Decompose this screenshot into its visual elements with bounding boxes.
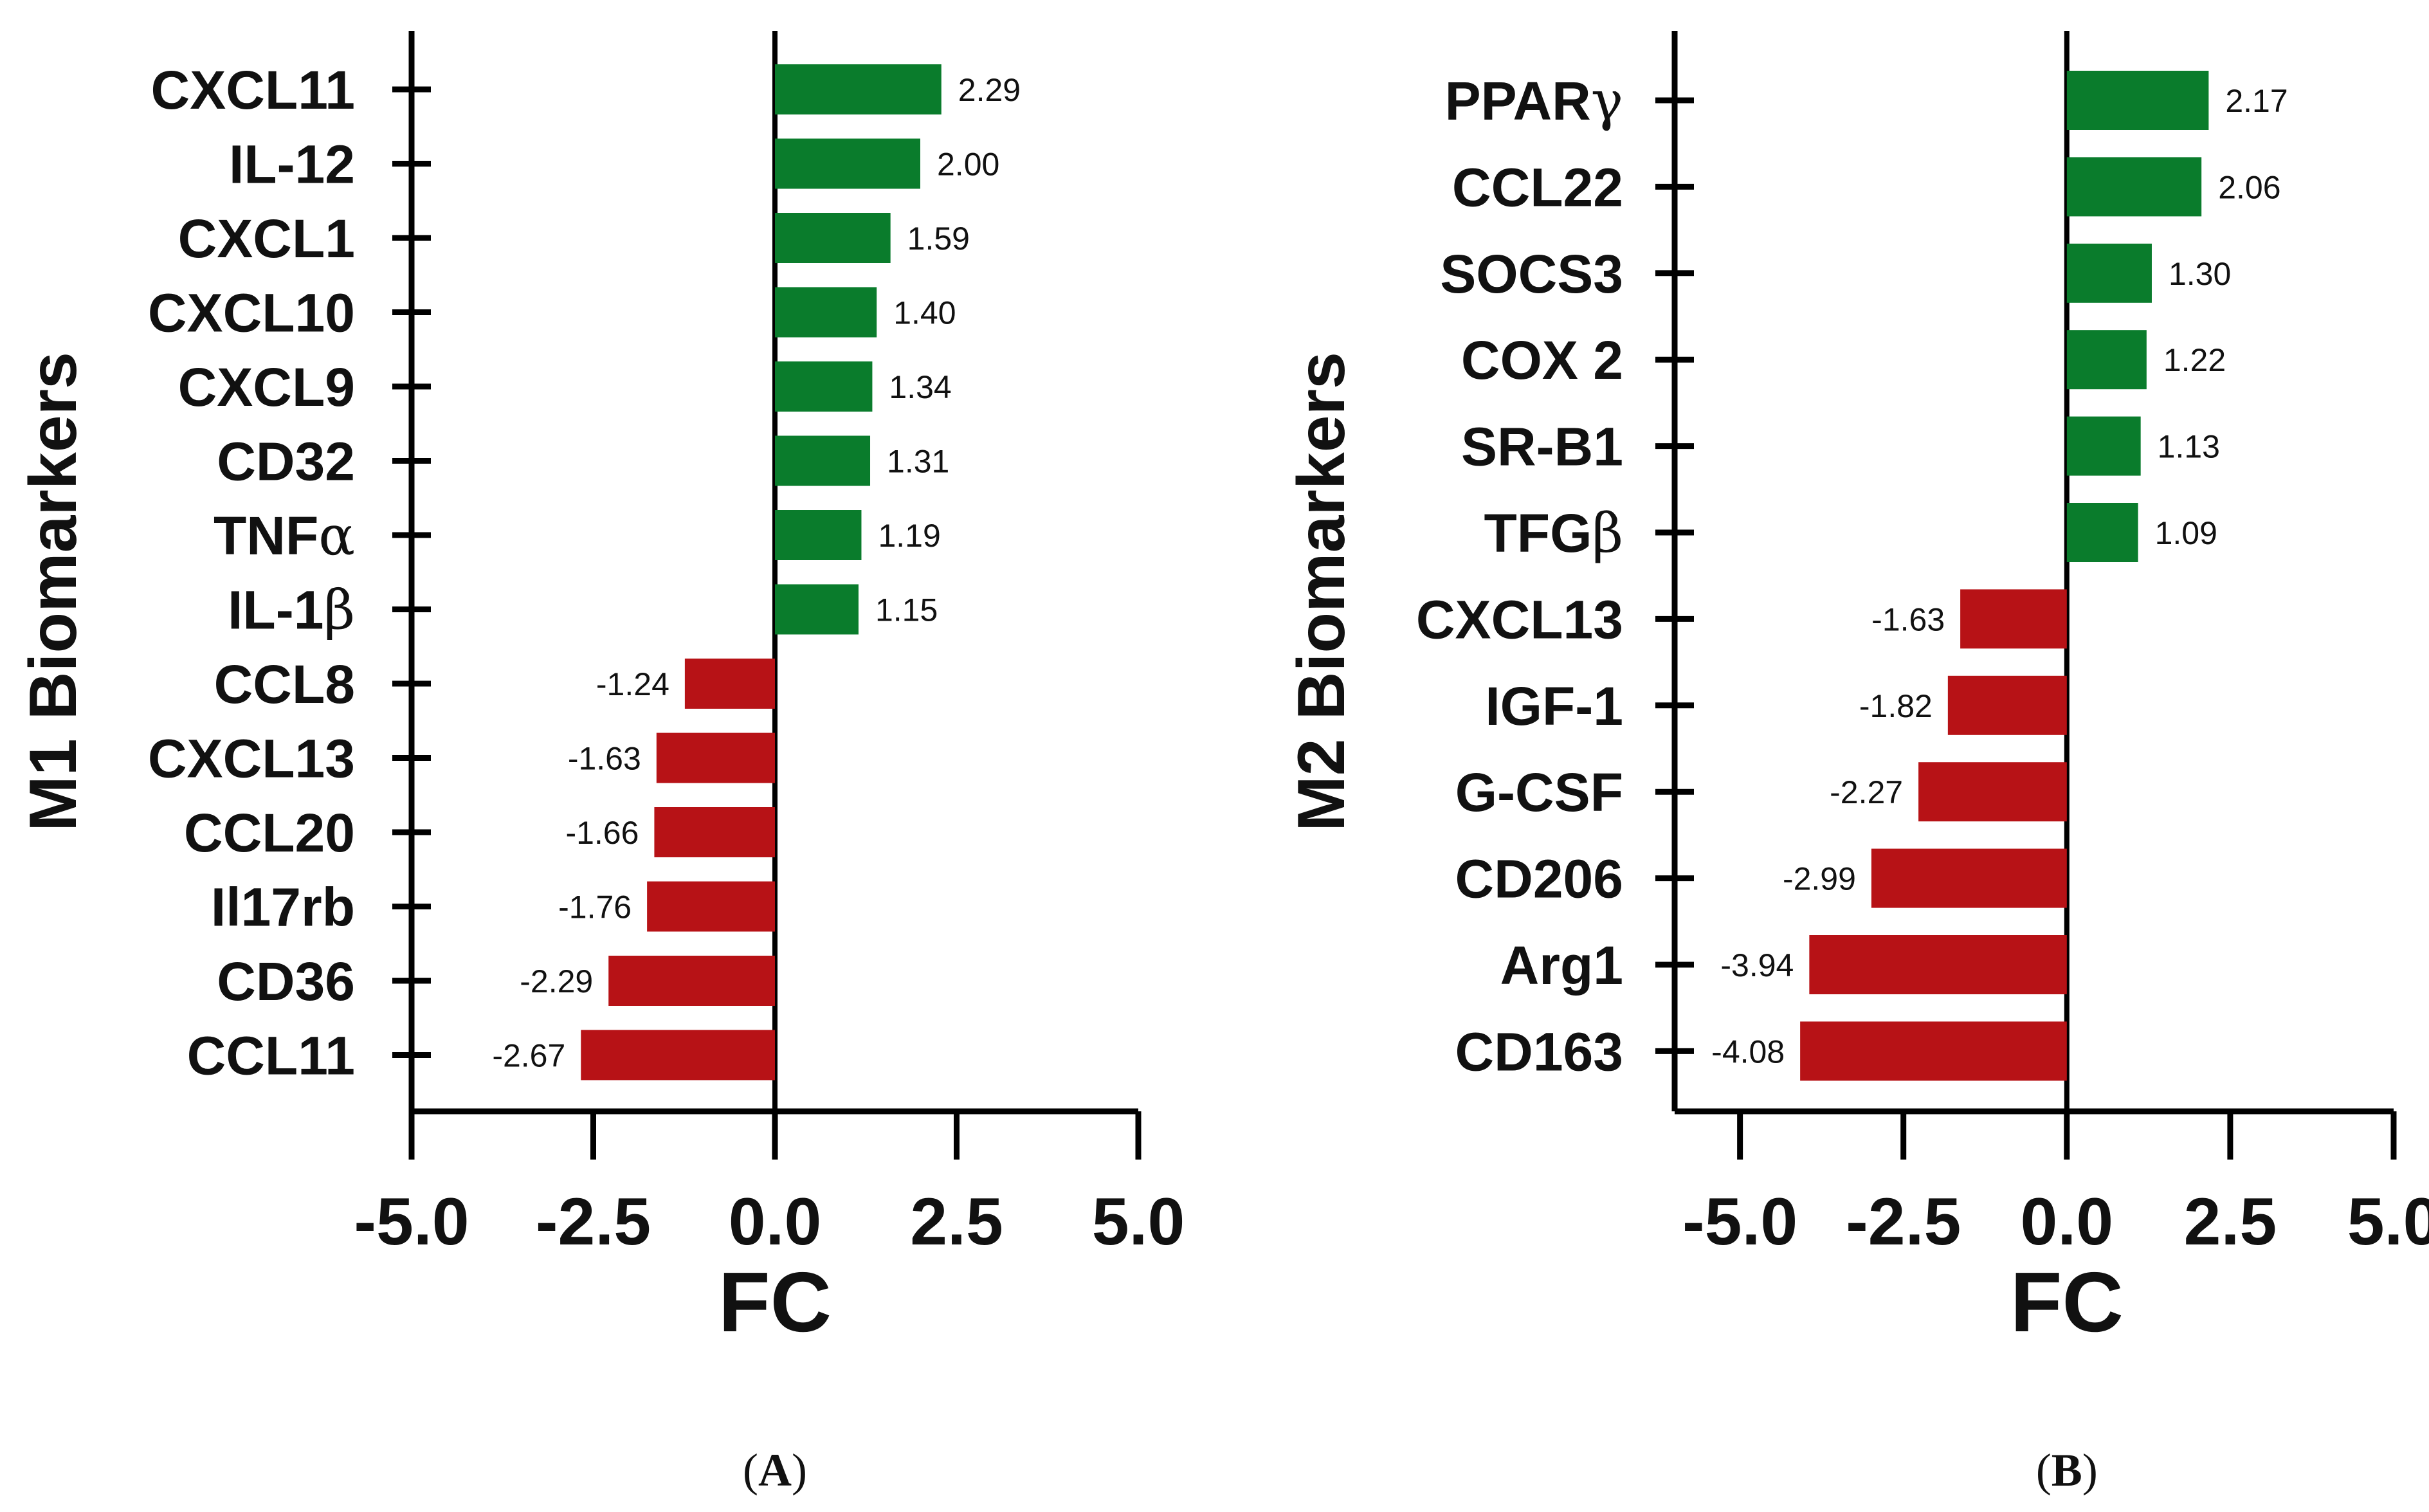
panel-a-chart: -5.0 -2.5 0.0 2.5 5.0 CXCL11 2.29 IL-12 2.00 CXCL… (16, 31, 1185, 1496)
panel-a-bar-cxcl11 (775, 64, 942, 114)
panel-a-bar-cd32 (775, 435, 871, 486)
panel-a-value-label-cd36: -2.29 (520, 963, 593, 999)
panel-a-category-label-ccl20: CCL20 (184, 803, 355, 863)
panel-a-category-label-cd32: CD32 (217, 432, 355, 492)
panel-a-value-label-il17rb: -1.76 (558, 889, 632, 925)
panel-b-category-label-arg1: Arg1 (1500, 935, 1623, 996)
panel-b-category-label-cd163: CD163 (1455, 1021, 1623, 1082)
panel-a-bar-cxcl13 (656, 733, 775, 783)
panel-a-x-axis-title: FC (718, 1255, 832, 1349)
panel-b-category-label-cxcl13: CXCL13 (1416, 589, 1623, 650)
panel-b-value-label-cd206: -2.99 (1783, 861, 1856, 897)
panel-b-bar-sr-b1 (2066, 416, 2141, 476)
panel-b-x-tick-label: 2.5 (2184, 1185, 2277, 1259)
panel-b-value-label-arg1: -3.94 (1720, 947, 1794, 983)
panel-a-bar-cxcl9 (775, 361, 873, 412)
panel-b-value-label-tfgβ: 1.09 (2155, 515, 2217, 551)
panel-a-category-label-il17rb: Il17rb (211, 877, 355, 938)
panel-b-bar-g-csf (1918, 762, 2067, 822)
panel-b-x-tick-label: 5.0 (2347, 1185, 2429, 1259)
panel-b-value-label-pparγ: 2.17 (2225, 83, 2288, 119)
panel-a-bar-ccl11 (581, 1030, 775, 1080)
panel-a-category-label-cxcl1: CXCL1 (178, 208, 355, 269)
panel-a-bar-ccl8 (684, 659, 775, 709)
panel-a-bar-il17rb (647, 881, 775, 932)
panel-b-bar-cd206 (1871, 848, 2067, 908)
panel-a-value-label-il-1β: 1.15 (875, 592, 938, 628)
panel-a-label: (A) (743, 1444, 807, 1496)
panel-a-value-label-cd32: 1.31 (887, 444, 949, 480)
panel-a-value-label-ccl11: -2.67 (492, 1038, 565, 1074)
panel-a-value-label-cxcl13: -1.63 (568, 741, 641, 777)
panel-a-value-label-cxcl1: 1.59 (907, 221, 970, 257)
panel-b-value-label-sr-b1: 1.13 (2158, 429, 2220, 465)
panel-a-category-label-cxcl9: CXCL9 (178, 357, 355, 417)
panel-a-x-tick-label: -5.0 (354, 1185, 469, 1259)
panel-b-chart: -5.0 -2.5 0.0 2.5 5.0 PPARγ 2.17 CCL22 2.06 SOCS3… (1284, 31, 2429, 1496)
panel-b-bar-cox-2 (2066, 330, 2147, 390)
panel-a-value-label-ccl20: -1.66 (565, 815, 639, 851)
panel-b-value-label-igf-1: -1.82 (1859, 688, 1933, 724)
panel-b-bar-pparγ (2066, 71, 2209, 130)
panel-a-bar-il-1β (775, 584, 859, 635)
panel-b-bar-arg1 (1809, 935, 2067, 994)
panel-b-y-axis-title: M2 Biomarkers (1284, 352, 1359, 832)
panel-b-bar-igf-1 (1947, 675, 2067, 735)
panel-a-category-label-ccl11: CCL11 (187, 1026, 355, 1086)
panel-a-category-label-cxcl11: CXCL11 (151, 60, 355, 120)
panel-b-label: (B) (2036, 1444, 2098, 1496)
panel-a-value-label-cxcl9: 1.34 (889, 369, 951, 405)
panel-a-x-tick-label: 5.0 (1092, 1185, 1185, 1259)
panel-a-category-label-il-12: IL-12 (229, 134, 355, 195)
panel-a-y-axis-title: M1 Biomarkers (16, 352, 91, 832)
panel-b-category-label-sr-b1: SR-B1 (1461, 417, 1623, 477)
panel-b-value-label-cd163: -4.08 (1711, 1034, 1785, 1070)
panel-b-bar-cd163 (1800, 1021, 2067, 1081)
panel-a-bar-cd36 (608, 956, 775, 1006)
panel-b-bar-cxcl13 (1960, 589, 2067, 649)
panel-b-bar-tfgβ (2066, 503, 2138, 562)
panel-a-category-label-cxcl10: CXCL10 (148, 283, 355, 343)
panel-a-value-label-cxcl10: 1.40 (893, 295, 956, 331)
panel-a-bar-cxcl1 (775, 213, 891, 263)
panel-b-category-label-cox-2: COX 2 (1461, 330, 1623, 390)
panel-a-category-label-cd36: CD36 (217, 951, 355, 1012)
panel-a-category-label-ccl8: CCL8 (214, 654, 355, 715)
panel-a-value-label-ccl8: -1.24 (596, 666, 669, 702)
panel-b-x-tick-label: 0.0 (2021, 1185, 2114, 1259)
panel-b-value-label-cxcl13: -1.63 (1871, 601, 1945, 637)
panel-a-bar-ccl20 (654, 807, 775, 857)
panel-b-bar-socs3 (2066, 243, 2152, 303)
panel-b-category-label-cd206: CD206 (1455, 849, 1623, 909)
panel-a-category-label-cxcl13: CXCL13 (148, 729, 355, 789)
panel-b-bar-ccl22 (2066, 157, 2202, 217)
panel-b-value-label-ccl22: 2.06 (2218, 169, 2280, 205)
panel-b-x-axis-title: FC (2010, 1255, 2124, 1349)
panel-b-value-label-g-csf: -2.27 (1830, 774, 1903, 810)
panel-a-value-label-tnfα: 1.19 (878, 518, 940, 554)
panel-a-x-tick-label: -2.5 (536, 1185, 651, 1259)
panel-b-category-label-igf-1: IGF-1 (1485, 676, 1623, 736)
panel-b-value-label-socs3: 1.30 (2169, 256, 2231, 292)
panel-b-category-label-pparγ: PPARγ (1445, 69, 1623, 132)
panel-a-x-tick-label: 2.5 (910, 1185, 1003, 1259)
panel-a-bar-cxcl10 (775, 287, 877, 338)
panel-a-bar-tnfα (775, 510, 862, 560)
panel-b-category-label-socs3: SOCS3 (1440, 244, 1623, 304)
panel-a-category-label-tnfα: TNFα (214, 504, 355, 567)
panel-b-x-tick-label: -2.5 (1846, 1185, 1961, 1259)
panel-a-x-tick-label: 0.0 (729, 1185, 822, 1259)
panel-b-x-tick-label: -5.0 (1682, 1185, 1797, 1259)
panel-a-bar-il-12 (775, 138, 920, 189)
panel-b-category-label-tfgβ: TFGβ (1484, 502, 1623, 565)
panel-b-value-label-cox-2: 1.22 (2163, 342, 2226, 378)
panel-a-value-label-cxcl11: 2.29 (958, 72, 1021, 108)
panel-a-value-label-il-12: 2.00 (937, 147, 999, 183)
panel-b-category-label-ccl22: CCL22 (1452, 157, 1623, 217)
panel-b-category-label-g-csf: G-CSF (1455, 762, 1623, 823)
panel-a-category-label-il-1β: IL-1β (228, 579, 355, 642)
